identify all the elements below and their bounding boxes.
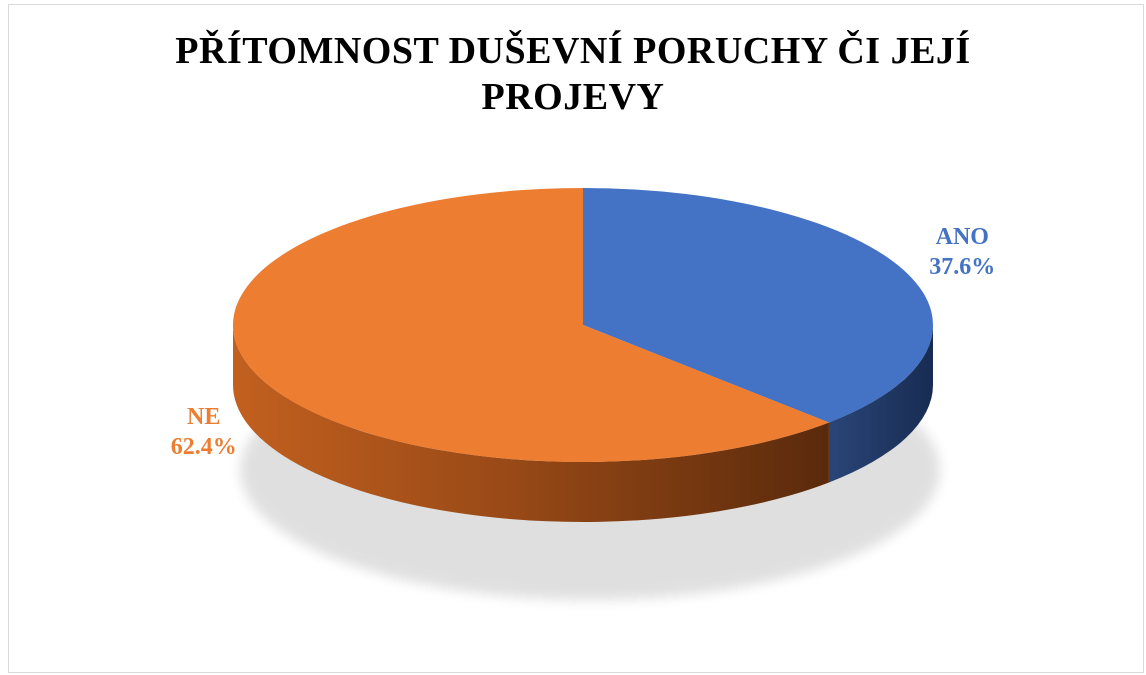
pie-slice-side-ano — [828, 325, 933, 483]
data-label-ne-category: NE — [187, 404, 220, 430]
chart-title-line-1: PŘÍTOMNOST DUŠEVNÍ PORUCHY ČI JEJÍ — [175, 30, 971, 72]
data-label-ano-category: ANO — [936, 224, 989, 250]
pie-slice-side-ne — [233, 325, 829, 523]
data-label-ne-value: 62.4% — [171, 434, 237, 460]
pie-slice-ne — [233, 188, 829, 463]
pie-slice-ano — [583, 188, 933, 423]
data-label-ano-value: 37.6% — [929, 254, 995, 280]
chart-title: PŘÍTOMNOST DUŠEVNÍ PORUCHY ČI JEJÍ PROJE… — [0, 28, 1146, 120]
chart-title-line-2: PROJEVY — [481, 76, 665, 118]
